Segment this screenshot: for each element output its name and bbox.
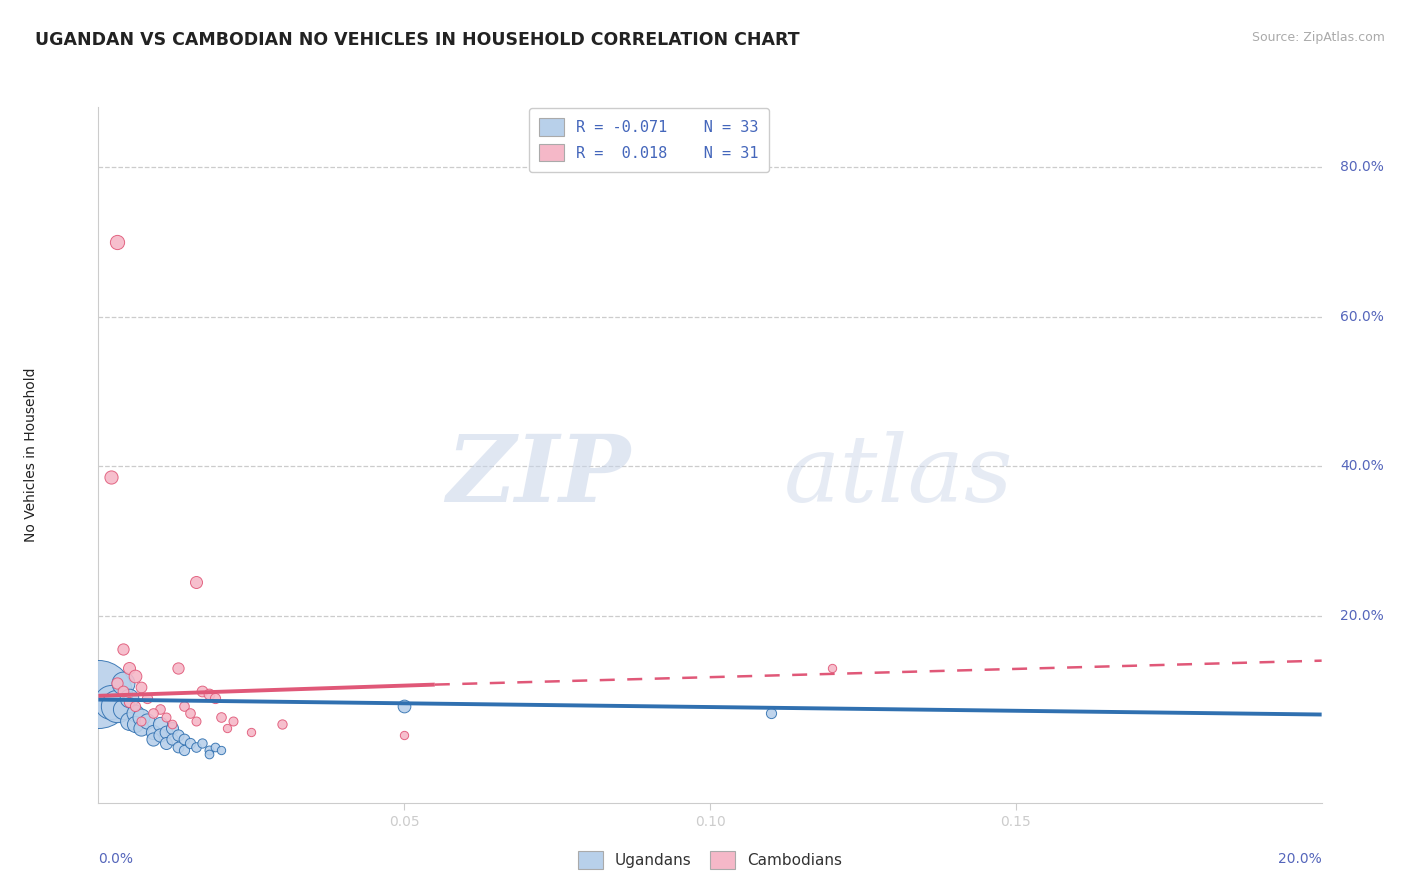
Point [160, 717, 183, 731]
Point [149, 717, 172, 731]
Point [204, 739, 226, 754]
Text: Source: ZipAtlas.com: Source: ZipAtlas.com [1251, 31, 1385, 45]
Text: UGANDAN VS CAMBODIAN NO VEHICLES IN HOUSEHOLD CORRELATION CHART: UGANDAN VS CAMBODIAN NO VEHICLES IN HOUS… [35, 31, 800, 49]
Point [118, 714, 141, 728]
Point [179, 736, 201, 750]
Point [186, 575, 208, 590]
Text: 80.0%: 80.0% [1340, 160, 1384, 174]
Point [197, 743, 219, 757]
Point [142, 732, 165, 747]
Point [209, 743, 232, 757]
Point [160, 721, 183, 735]
Point [392, 729, 416, 743]
Point [142, 724, 165, 739]
Point [142, 706, 165, 720]
Point [136, 691, 159, 706]
Point [129, 680, 152, 694]
Point [155, 736, 177, 750]
Point [100, 695, 122, 709]
Point [759, 706, 782, 720]
Point [179, 706, 201, 720]
Legend: Ugandans, Cambodians: Ugandans, Cambodians [572, 846, 848, 875]
Text: 20.0%: 20.0% [1278, 852, 1322, 865]
Point [111, 702, 134, 716]
Point [155, 724, 177, 739]
Point [222, 714, 245, 728]
Point [160, 732, 183, 747]
Text: 20.0%: 20.0% [1340, 608, 1384, 623]
Point [105, 698, 128, 713]
Point [124, 698, 146, 713]
Point [87, 687, 110, 701]
Point [105, 235, 128, 249]
Point [197, 687, 219, 701]
Point [191, 736, 214, 750]
Point [173, 698, 195, 713]
Point [197, 747, 219, 761]
Point [124, 717, 146, 731]
Text: 0.0%: 0.0% [98, 852, 134, 865]
Point [118, 661, 141, 675]
Point [186, 714, 208, 728]
Point [270, 717, 292, 731]
Text: atlas: atlas [783, 431, 1012, 521]
Point [149, 702, 172, 716]
Point [129, 714, 152, 728]
Point [204, 691, 226, 706]
Point [167, 661, 190, 675]
Point [173, 743, 195, 757]
Point [111, 642, 134, 657]
Point [100, 470, 122, 484]
Point [136, 714, 159, 728]
Point [167, 729, 190, 743]
Point [124, 706, 146, 720]
Point [129, 721, 152, 735]
Point [167, 739, 190, 754]
Text: ZIP: ZIP [446, 431, 630, 521]
Point [118, 691, 141, 706]
Text: 40.0%: 40.0% [1340, 459, 1384, 473]
Point [149, 729, 172, 743]
Point [209, 710, 232, 724]
Point [155, 710, 177, 724]
Point [173, 732, 195, 747]
Point [129, 710, 152, 724]
Point [118, 695, 141, 709]
Point [111, 683, 134, 698]
Point [191, 683, 214, 698]
Point [124, 668, 146, 682]
Point [105, 676, 128, 690]
Point [215, 721, 238, 735]
Point [186, 739, 208, 754]
Point [111, 676, 134, 690]
Point [240, 724, 263, 739]
Point [392, 698, 416, 713]
Text: 60.0%: 60.0% [1340, 310, 1384, 324]
Text: No Vehicles in Household: No Vehicles in Household [24, 368, 38, 542]
Point [821, 661, 844, 675]
